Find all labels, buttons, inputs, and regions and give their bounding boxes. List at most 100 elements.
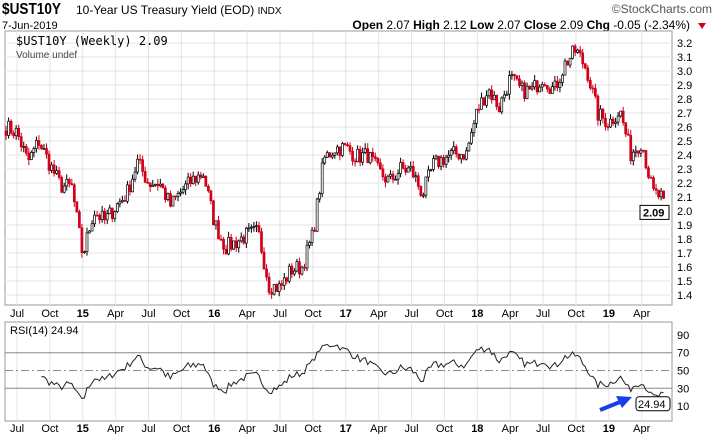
candle-body bbox=[19, 136, 23, 148]
candle-body bbox=[500, 97, 504, 113]
candle-body bbox=[164, 187, 167, 200]
candle-body bbox=[78, 211, 81, 229]
price-x-tick-label: Jul bbox=[10, 308, 24, 320]
candle-body bbox=[477, 108, 481, 111]
candle-body bbox=[275, 284, 279, 293]
candle-body bbox=[520, 82, 524, 86]
candle-body bbox=[634, 150, 638, 153]
candle-body bbox=[341, 143, 344, 156]
price-x-tick-label: Apr bbox=[239, 308, 256, 320]
candle-body bbox=[636, 150, 640, 154]
rsi-last-label: 24.94 bbox=[638, 399, 666, 411]
candle-body bbox=[657, 189, 660, 198]
candle-body bbox=[472, 123, 476, 133]
candle-body bbox=[222, 238, 225, 250]
candle-body bbox=[485, 95, 488, 106]
candle-body bbox=[528, 85, 531, 90]
candle-body bbox=[568, 57, 572, 66]
candle-body bbox=[573, 45, 577, 53]
candle-body bbox=[594, 88, 597, 97]
candle-body bbox=[98, 214, 101, 221]
candle-body bbox=[639, 149, 643, 154]
last-price-label: 2.09 bbox=[643, 207, 664, 219]
rsi-x-tick-label: Apr bbox=[239, 423, 256, 434]
candle-body bbox=[343, 143, 347, 145]
candle-body bbox=[171, 195, 175, 207]
candle-body bbox=[427, 169, 430, 178]
candle-body bbox=[363, 148, 367, 153]
candle-body bbox=[353, 160, 357, 163]
candle-body bbox=[212, 200, 215, 226]
candle-body bbox=[535, 80, 539, 93]
candle-body bbox=[65, 179, 69, 187]
candle-body bbox=[442, 157, 445, 165]
candle-body bbox=[386, 175, 390, 183]
price-x-tick-label: Oct bbox=[173, 308, 190, 320]
candle-body bbox=[151, 184, 155, 187]
candle-body bbox=[525, 85, 529, 99]
candle-body bbox=[437, 155, 440, 167]
open-value: 2.07 bbox=[386, 18, 410, 32]
rsi-legend: RSI(14) 24.94 bbox=[10, 325, 78, 337]
candle-body bbox=[429, 169, 433, 171]
candle-body bbox=[505, 93, 509, 96]
candle-body bbox=[545, 84, 549, 90]
candle-body bbox=[649, 176, 653, 179]
candle-body bbox=[32, 148, 36, 153]
price-x-tick-label: 19 bbox=[603, 308, 615, 320]
candle-body bbox=[29, 152, 33, 161]
candle-body bbox=[601, 108, 605, 119]
candle-body bbox=[80, 227, 84, 254]
price-tick-label: 1.6 bbox=[677, 262, 692, 274]
candle-body bbox=[143, 171, 147, 183]
rsi-x-tick-label: Apr bbox=[502, 423, 519, 434]
candle-body bbox=[290, 265, 294, 275]
candle-body bbox=[242, 236, 246, 244]
candle-body bbox=[449, 150, 453, 156]
candle-body bbox=[624, 122, 628, 135]
candle-body bbox=[404, 167, 408, 173]
description-text: 10-Year US Treasury Yield (EOD) bbox=[76, 3, 255, 17]
candle-body bbox=[308, 242, 311, 246]
candle-body bbox=[596, 95, 600, 121]
open-label: Open bbox=[352, 18, 384, 32]
close-label: Close bbox=[523, 18, 557, 32]
candle-body bbox=[227, 236, 230, 255]
price-tick-label: 2.8 bbox=[677, 94, 692, 106]
candle-body bbox=[47, 153, 51, 171]
annotation-arrow-shaft bbox=[599, 400, 621, 412]
down-arrow-icon bbox=[698, 23, 706, 29]
price-tick-label: 2.1 bbox=[677, 192, 692, 204]
candle-body bbox=[280, 283, 284, 286]
candle-body bbox=[647, 167, 650, 178]
candle-body bbox=[7, 120, 10, 136]
candle-body bbox=[515, 75, 519, 80]
candle-body bbox=[325, 152, 329, 158]
candle-body bbox=[201, 175, 205, 178]
candle-body bbox=[487, 89, 491, 97]
candle-body bbox=[348, 145, 352, 152]
rsi-tick-label: 90 bbox=[677, 330, 689, 342]
candle-body bbox=[452, 146, 456, 152]
rsi-tick-label: 30 bbox=[677, 383, 689, 395]
candle-body bbox=[540, 84, 544, 88]
candle-body bbox=[265, 268, 268, 278]
candle-body bbox=[295, 261, 299, 272]
candle-body bbox=[454, 146, 458, 155]
candle-body bbox=[133, 171, 137, 180]
candle-body bbox=[179, 191, 182, 194]
candle-body bbox=[186, 176, 190, 185]
candle-body bbox=[396, 173, 400, 180]
candle-body bbox=[346, 144, 349, 147]
price-x-tick-label: Oct bbox=[567, 308, 584, 320]
last-price-box bbox=[639, 204, 670, 220]
candle-body bbox=[611, 118, 615, 124]
candle-body bbox=[513, 74, 516, 77]
candle-body bbox=[384, 176, 387, 183]
candle-body bbox=[255, 225, 258, 227]
price-tick-label: 1.8 bbox=[677, 234, 692, 246]
candle-body bbox=[495, 94, 499, 108]
candle-body bbox=[551, 86, 554, 94]
candle-body bbox=[379, 162, 382, 170]
date: 7-Jun-2019 bbox=[2, 20, 58, 32]
